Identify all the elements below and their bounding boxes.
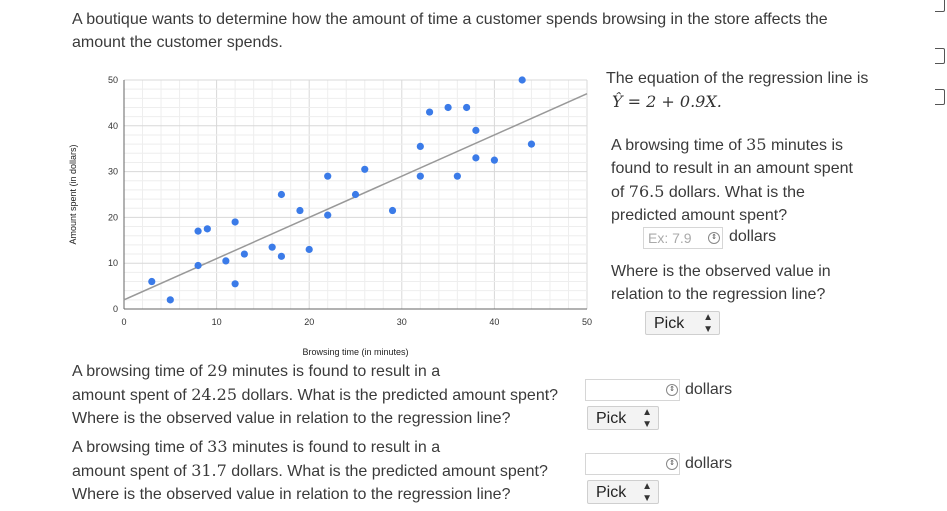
edge-checkbox[interactable] <box>935 0 945 12</box>
predicted-amount-input-1[interactable]: Ex: 7.9 <box>643 227 723 249</box>
select-arrows-icon: ▲ ▼ <box>642 407 652 430</box>
y-tick-label: 50 <box>108 75 118 85</box>
data-point <box>388 206 397 215</box>
select-arrows-icon: ▲ ▼ <box>703 312 713 335</box>
y-axis-label: Amount spent (in dollars) <box>68 144 78 244</box>
data-point <box>416 142 424 151</box>
x-tick-label: 0 <box>121 317 126 327</box>
data-point <box>444 103 452 112</box>
data-point <box>148 277 156 286</box>
data-point <box>324 211 332 219</box>
data-point <box>425 108 434 116</box>
data-point <box>463 103 471 112</box>
data-point <box>194 227 202 235</box>
edge-checkbox[interactable] <box>935 89 945 105</box>
select-value: Pick <box>596 484 627 501</box>
data-point <box>351 190 360 199</box>
x-tick-label: 40 <box>489 317 499 327</box>
y-tick-label: 40 <box>108 121 118 131</box>
intro-text: A boutique wants to determine how the am… <box>72 11 828 51</box>
x-tick-label: 30 <box>397 317 407 327</box>
select-arrows-icon: ▲ ▼ <box>642 481 652 504</box>
y-tick-label: 0 <box>113 304 118 314</box>
data-point <box>296 206 304 215</box>
data-point <box>166 296 174 304</box>
predicted-amount-input-3[interactable] <box>585 453 680 475</box>
y-tick-label: 10 <box>108 258 118 268</box>
data-point <box>361 165 369 173</box>
position-select-3[interactable]: Pick ▲ ▼ <box>587 480 659 504</box>
data-point <box>194 261 202 270</box>
data-point <box>305 245 313 254</box>
y-tick-label: 30 <box>108 167 118 177</box>
question-1-where: Where is the observed value in relation … <box>611 263 831 303</box>
unit-label-1: dollars <box>729 228 777 245</box>
position-select-2[interactable]: Pick ▲ ▼ <box>587 406 659 430</box>
x-tick-label: 10 <box>212 317 222 327</box>
question-1-text: A browsing time of 35 minutes is found t… <box>611 135 853 224</box>
data-point <box>472 126 480 134</box>
x-tick-label: 20 <box>304 317 314 327</box>
select-value: Pick <box>654 315 685 332</box>
data-point <box>203 225 211 233</box>
equation-intro: The equation of the regression line is <box>606 70 869 87</box>
data-point <box>231 280 239 288</box>
edge-checkbox[interactable] <box>935 48 945 64</box>
data-point <box>240 250 248 258</box>
unit-label-2: dollars <box>685 381 733 398</box>
input-placeholder: Ex: 7.9 <box>648 230 692 246</box>
select-value: Pick <box>596 410 627 427</box>
data-point <box>453 172 461 180</box>
data-point <box>231 218 239 226</box>
regression-equation: Ŷ = 2 + 0.9X. <box>612 92 722 111</box>
data-point <box>324 172 332 180</box>
question-3-text: A browsing time of 33 minutes is found t… <box>72 437 548 503</box>
data-point <box>277 252 286 260</box>
predicted-amount-input-2[interactable] <box>585 379 680 401</box>
x-axis-label: Browsing time (in minutes) <box>302 347 408 357</box>
y-tick-label: 20 <box>108 212 118 222</box>
data-point <box>490 156 498 164</box>
position-select-1[interactable]: Pick ▲ ▼ <box>645 311 720 335</box>
data-point <box>268 243 276 251</box>
spinner-icon[interactable]: ⇕ <box>666 384 678 396</box>
data-point <box>527 140 536 148</box>
x-tick-label: 50 <box>582 317 592 327</box>
spinner-icon[interactable]: ⇕ <box>708 232 720 244</box>
unit-label-3: dollars <box>685 455 733 472</box>
question-2-text: A browsing time of 29 minutes is found t… <box>72 361 559 427</box>
data-point <box>472 154 480 162</box>
spinner-icon[interactable]: ⇕ <box>666 458 678 470</box>
data-point <box>518 76 526 84</box>
data-point <box>277 190 286 199</box>
scatter-chart: 0 10 20 30 40 50 0 10 20 30 40 50 Browsing time (in … <box>68 75 592 357</box>
data-point <box>416 172 424 180</box>
data-point <box>222 257 230 265</box>
